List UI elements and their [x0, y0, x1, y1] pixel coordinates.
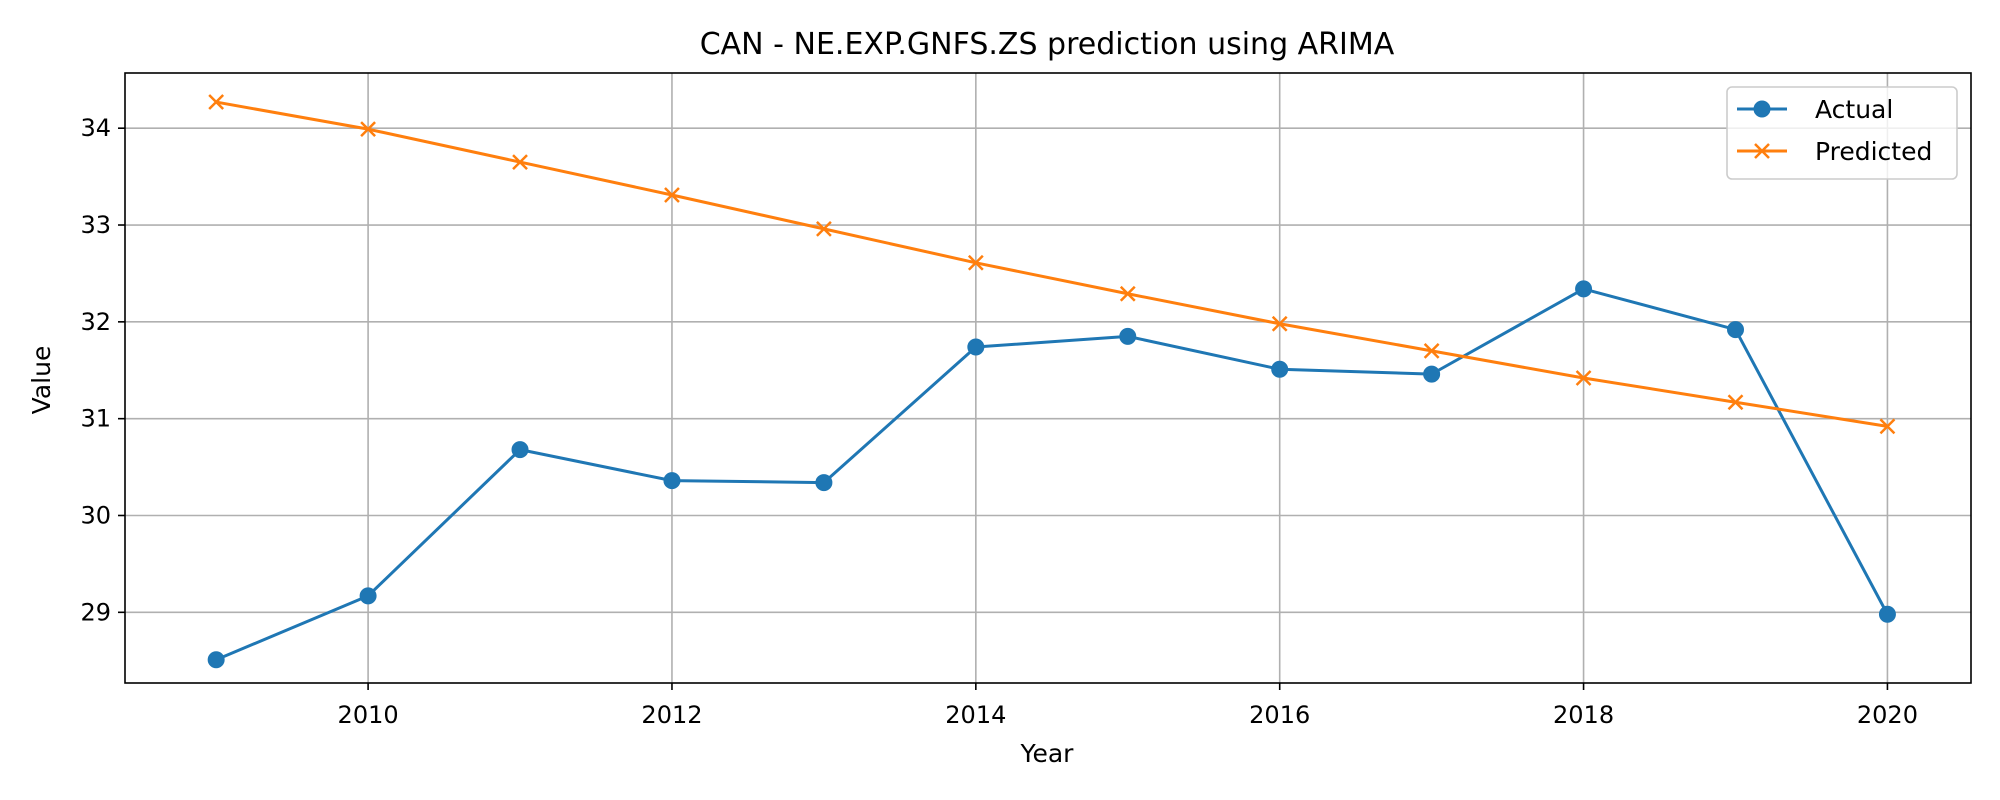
x-tick-label: 2016 [1249, 701, 1310, 729]
x-tick-label: 2018 [1553, 701, 1614, 729]
data-point-predicted [360, 121, 376, 138]
data-point-predicted [816, 221, 832, 237]
legend-marker [1753, 100, 1771, 118]
data-point-actual [967, 338, 985, 356]
legend-item-actual: Actual [1737, 95, 1893, 124]
data-point-actual [359, 587, 377, 605]
x-tick-label: 2014 [945, 701, 1006, 729]
legend-marker [1754, 143, 1770, 159]
legend-label: Actual [1815, 95, 1893, 124]
plot-frame [124, 72, 1972, 684]
x-tick-label: 2020 [1857, 701, 1918, 729]
y-tick-label: 29 [80, 598, 111, 626]
data-point-actual [1423, 365, 1441, 383]
data-point-predicted [664, 187, 680, 203]
y-axis: 29 30 31 32 33 34 [80, 114, 125, 626]
x-tick-label: 2010 [338, 701, 399, 729]
data-point-actual [1878, 605, 1896, 623]
data-point-actual [815, 474, 833, 492]
y-tick-label: 30 [80, 501, 111, 529]
y-tick-label: 31 [80, 405, 111, 433]
data-point-actual [663, 472, 681, 490]
data-point-predicted [967, 254, 984, 271]
series-line-actual [215, 287, 1889, 662]
data-point-predicted [1271, 315, 1288, 332]
data-point-actual [1727, 321, 1745, 339]
legend-label: Predicted [1815, 137, 1932, 166]
data-point-actual [207, 651, 225, 669]
series-layer [207, 94, 1896, 669]
series-line-predicted [215, 100, 1888, 428]
data-point-predicted [1575, 370, 1592, 386]
legend-item-predicted: Predicted [1737, 137, 1932, 166]
data-point-predicted [208, 94, 225, 110]
y-tick-label: 33 [80, 211, 111, 239]
data-point-predicted [1727, 394, 1744, 411]
data-point-actual [511, 441, 529, 459]
series-predicted [208, 94, 1896, 435]
y-axis-title: Value [27, 346, 56, 415]
data-point-actual [1271, 360, 1289, 378]
data-point-predicted [1423, 343, 1440, 359]
chart-title: CAN - NE.EXP.GNFS.ZS prediction using AR… [700, 27, 1395, 62]
data-point-actual [1575, 280, 1593, 298]
data-point-predicted [1119, 285, 1136, 302]
data-point-actual [1119, 327, 1137, 345]
y-tick-label: 32 [80, 308, 111, 336]
y-tick-label: 34 [80, 114, 111, 142]
series-actual [207, 280, 1896, 669]
data-point-predicted [512, 154, 528, 170]
data-point-predicted [1879, 418, 1896, 435]
x-tick-label: 2012 [641, 701, 702, 729]
x-axis: 2010 2012 2014 2016 2018 2020 [338, 683, 1918, 729]
legend: Actual Predicted [1726, 86, 1958, 180]
x-axis-title: Year [1020, 739, 1075, 768]
grid [125, 73, 1971, 683]
